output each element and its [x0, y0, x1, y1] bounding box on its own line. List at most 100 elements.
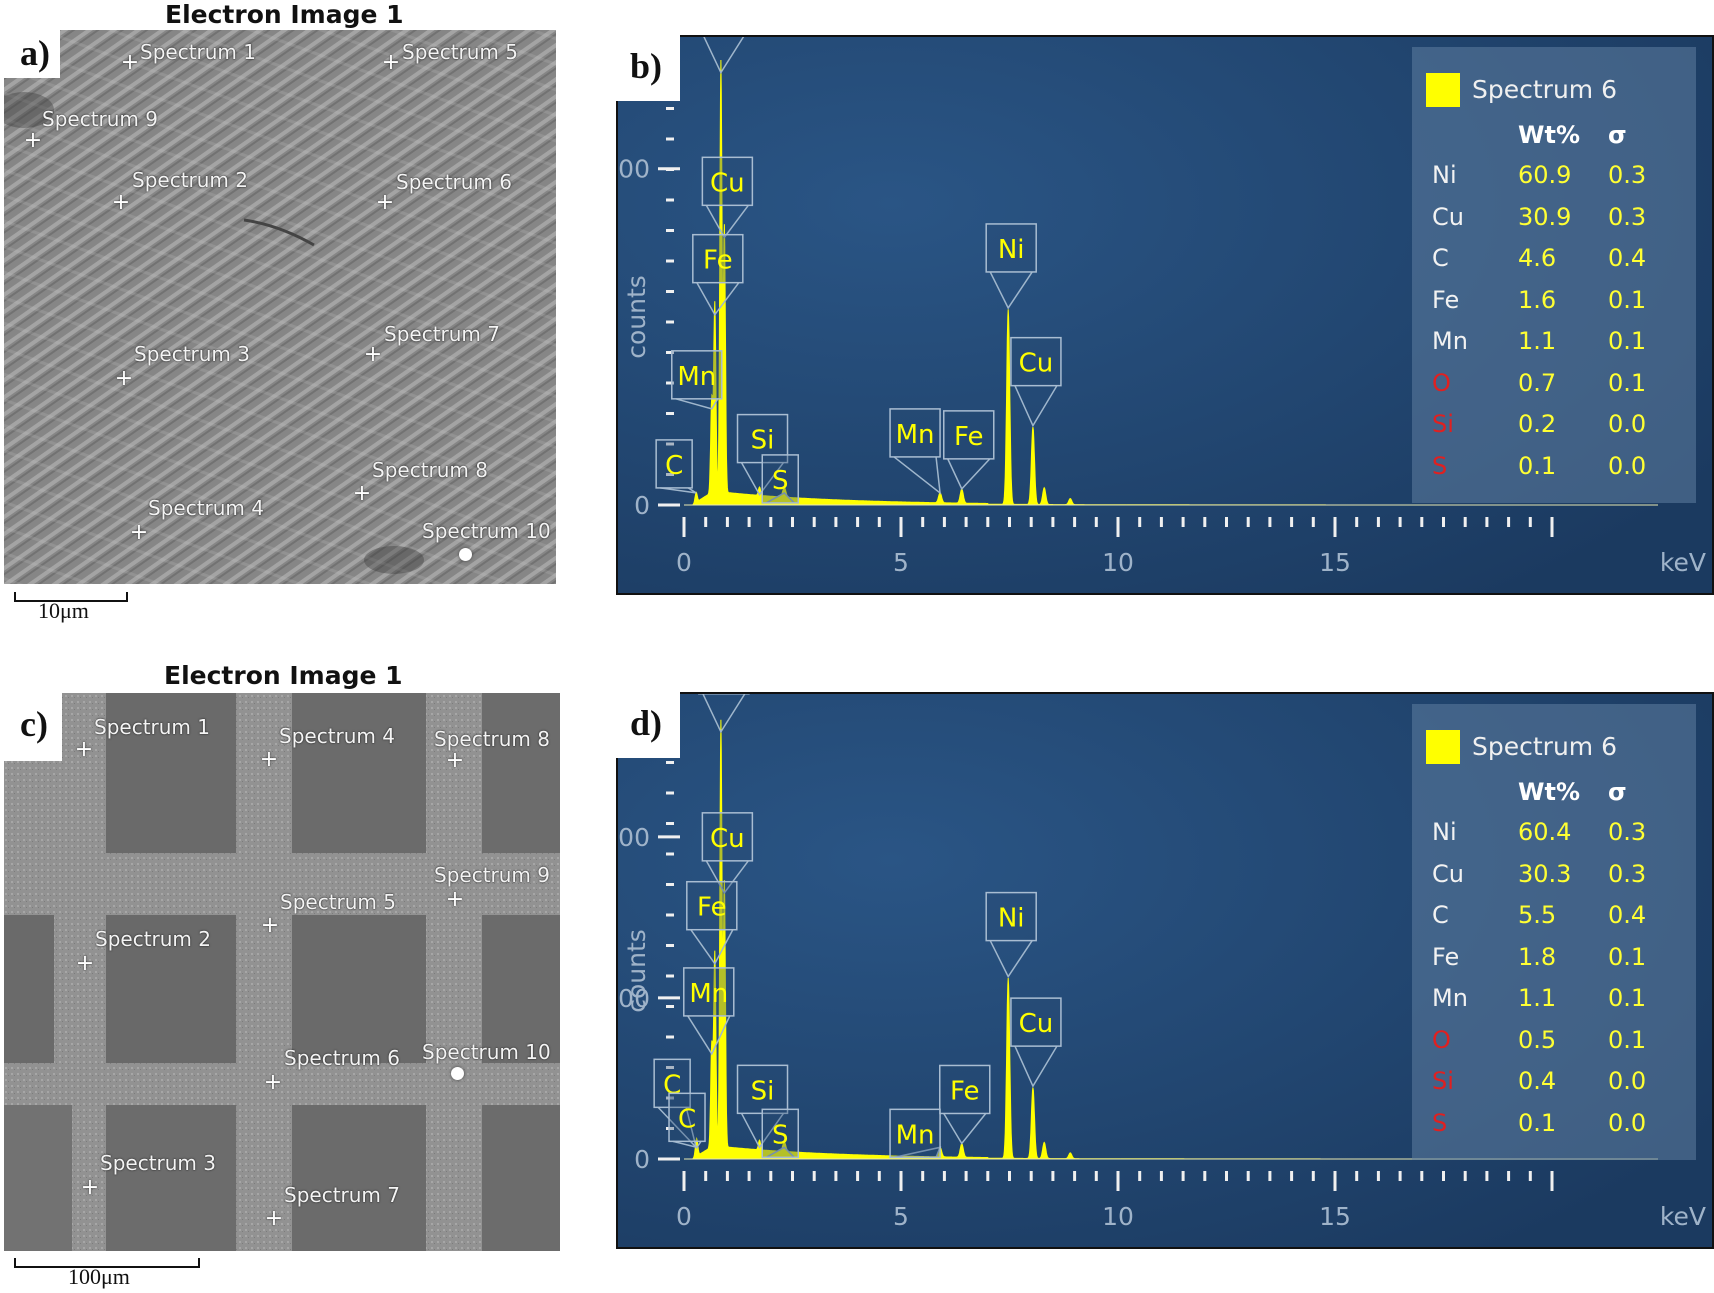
spectrum-label: Spectrum 9: [434, 863, 550, 887]
x-tick-label: 0: [676, 548, 692, 577]
peak-label: C: [655, 439, 697, 494]
peak-label: Fe: [686, 880, 738, 966]
sigma-value: 0.1: [1608, 368, 1647, 397]
col-header-wt: Wt%: [1518, 121, 1580, 149]
weight-percent: 0.5: [1518, 1025, 1557, 1054]
spectrum-marker-cross: +: [114, 366, 134, 391]
svg-text:Ni: Ni: [998, 235, 1025, 265]
peak-label: Fe: [939, 1064, 991, 1145]
spectrum-label: Spectrum 9: [42, 107, 158, 131]
svg-text:Cu: Cu: [710, 824, 745, 854]
weight-percent: 1.8: [1518, 942, 1557, 971]
peak-label: Fe: [943, 410, 995, 491]
svg-text:Mn: Mn: [689, 979, 728, 1009]
element-symbol: Cu: [1432, 202, 1464, 231]
series-name: Spectrum 6: [1472, 75, 1617, 104]
element-symbol: Mn: [1432, 984, 1468, 1012]
sigma-value: 0.1: [1608, 984, 1647, 1012]
sem-texture-top: [4, 30, 556, 584]
svg-text:Cu: Cu: [1019, 1009, 1054, 1039]
sigma-value: 0.1: [1608, 942, 1647, 971]
element-symbol: Cu: [1432, 859, 1464, 888]
spectrum-label: Spectrum 5: [402, 40, 518, 64]
peak-label: C: [653, 1058, 698, 1150]
svg-text:Si: Si: [751, 1076, 775, 1106]
series-swatch-icon: [1426, 730, 1460, 764]
sem-image-bottom: Spectrum 1 + Spectrum 4 + Spectrum 8 + S…: [4, 693, 560, 1251]
element-symbol: C: [1432, 901, 1449, 929]
weight-percent: 0.2: [1518, 410, 1557, 438]
spectrum-label: Spectrum 1: [94, 715, 210, 739]
weight-percent: 60.9: [1518, 161, 1572, 189]
spectrum-marker-cross: +: [259, 747, 279, 772]
sigma-value: 0.3: [1608, 859, 1647, 888]
image-title-bottom: Electron Image 1: [164, 661, 403, 690]
peak-label: Mn: [889, 1108, 942, 1159]
spectrum-label: Spectrum 5: [280, 890, 396, 914]
element-symbol: S: [1432, 451, 1448, 480]
y-axis-label: counts: [622, 275, 651, 359]
spectrum-marker-cross: +: [74, 737, 94, 762]
sigma-value: 0.0: [1608, 410, 1647, 438]
x-tick-label: 10: [1102, 1202, 1134, 1231]
sigma-value: 0.0: [1608, 1108, 1647, 1137]
spectrum-label: Spectrum 2: [132, 168, 248, 192]
element-symbol: Si: [1432, 1067, 1454, 1095]
x-tick-label: 15: [1319, 548, 1351, 577]
spectrum-marker-dot: [451, 1067, 464, 1080]
peak-label: Cu: [1010, 336, 1062, 428]
peak-label: Ni: [698, 694, 750, 734]
sigma-value: 0.3: [1608, 202, 1647, 231]
sigma-value: 0.1: [1608, 285, 1647, 314]
element-symbol: Ni: [1432, 161, 1457, 189]
spectrum-label: Spectrum 8: [434, 727, 550, 751]
spectrum-label: Spectrum 3: [100, 1151, 216, 1175]
element-symbol: Fe: [1432, 942, 1460, 971]
sigma-value: 0.0: [1608, 1067, 1647, 1095]
weight-percent: 0.1: [1518, 1108, 1557, 1137]
scale-bar-label-top: 10μm: [38, 598, 89, 623]
element-symbol: Si: [1432, 410, 1454, 438]
sigma-value: 0.1: [1608, 327, 1647, 355]
spectrum-marker-cross: +: [23, 128, 43, 153]
spectrum-label: Spectrum 10: [422, 519, 551, 543]
element-symbol: O: [1432, 368, 1451, 397]
spectrum-marker-dot: [459, 548, 472, 561]
svg-text:Cu: Cu: [1019, 349, 1054, 379]
col-header-wt: Wt%: [1518, 778, 1580, 806]
y-tick-label: 0: [634, 1145, 650, 1174]
weight-percent: 0.7: [1518, 368, 1557, 397]
panel-label-a: a): [4, 30, 60, 78]
weight-percent: 30.3: [1518, 859, 1572, 888]
panel-label-c: c): [4, 693, 62, 761]
x-tick-label: 5: [893, 1202, 909, 1231]
spectrum-label: Spectrum 1: [140, 40, 256, 64]
svg-text:Mn: Mn: [896, 420, 935, 450]
spectrum-label: Spectrum 7: [384, 322, 500, 346]
svg-text:C: C: [678, 1104, 696, 1134]
scale-bar-label-bottom: 100μm: [68, 1264, 130, 1289]
scale-bar-top: [14, 592, 128, 602]
spectrum-label: Spectrum 3: [134, 342, 250, 366]
spectrum-marker-cross: +: [263, 1070, 283, 1095]
sigma-value: 0.4: [1608, 244, 1647, 272]
element-symbol: Ni: [1432, 818, 1457, 846]
x-axis-label: keV: [1660, 1202, 1706, 1231]
spectrum-marker-cross: +: [120, 50, 140, 75]
y-tick-label: 10000: [618, 823, 650, 852]
svg-text:Ni: Ni: [998, 904, 1025, 934]
peak-label: Mn: [671, 350, 723, 410]
peak-label: Ni: [985, 223, 1037, 310]
peak-label: S: [761, 454, 800, 504]
svg-text:S: S: [772, 1120, 789, 1150]
peak-label: Cu: [701, 156, 754, 239]
element-symbol: Mn: [1432, 327, 1468, 355]
y-tick-label: 10000: [618, 155, 650, 184]
peak-label: Mn: [683, 967, 735, 1056]
spectrum-label: Spectrum 6: [284, 1046, 400, 1070]
peak-label: Ni: [703, 37, 745, 75]
peak-label: Fe: [692, 233, 744, 317]
spectrum-marker-cross: +: [381, 50, 401, 75]
peak-label: Mn: [889, 408, 942, 495]
composition-table-b: Spectrum 6 Wt% σ Ni 60.9 0.3 Cu 30.9 0.3 C 4.6 0…: [1412, 47, 1696, 503]
